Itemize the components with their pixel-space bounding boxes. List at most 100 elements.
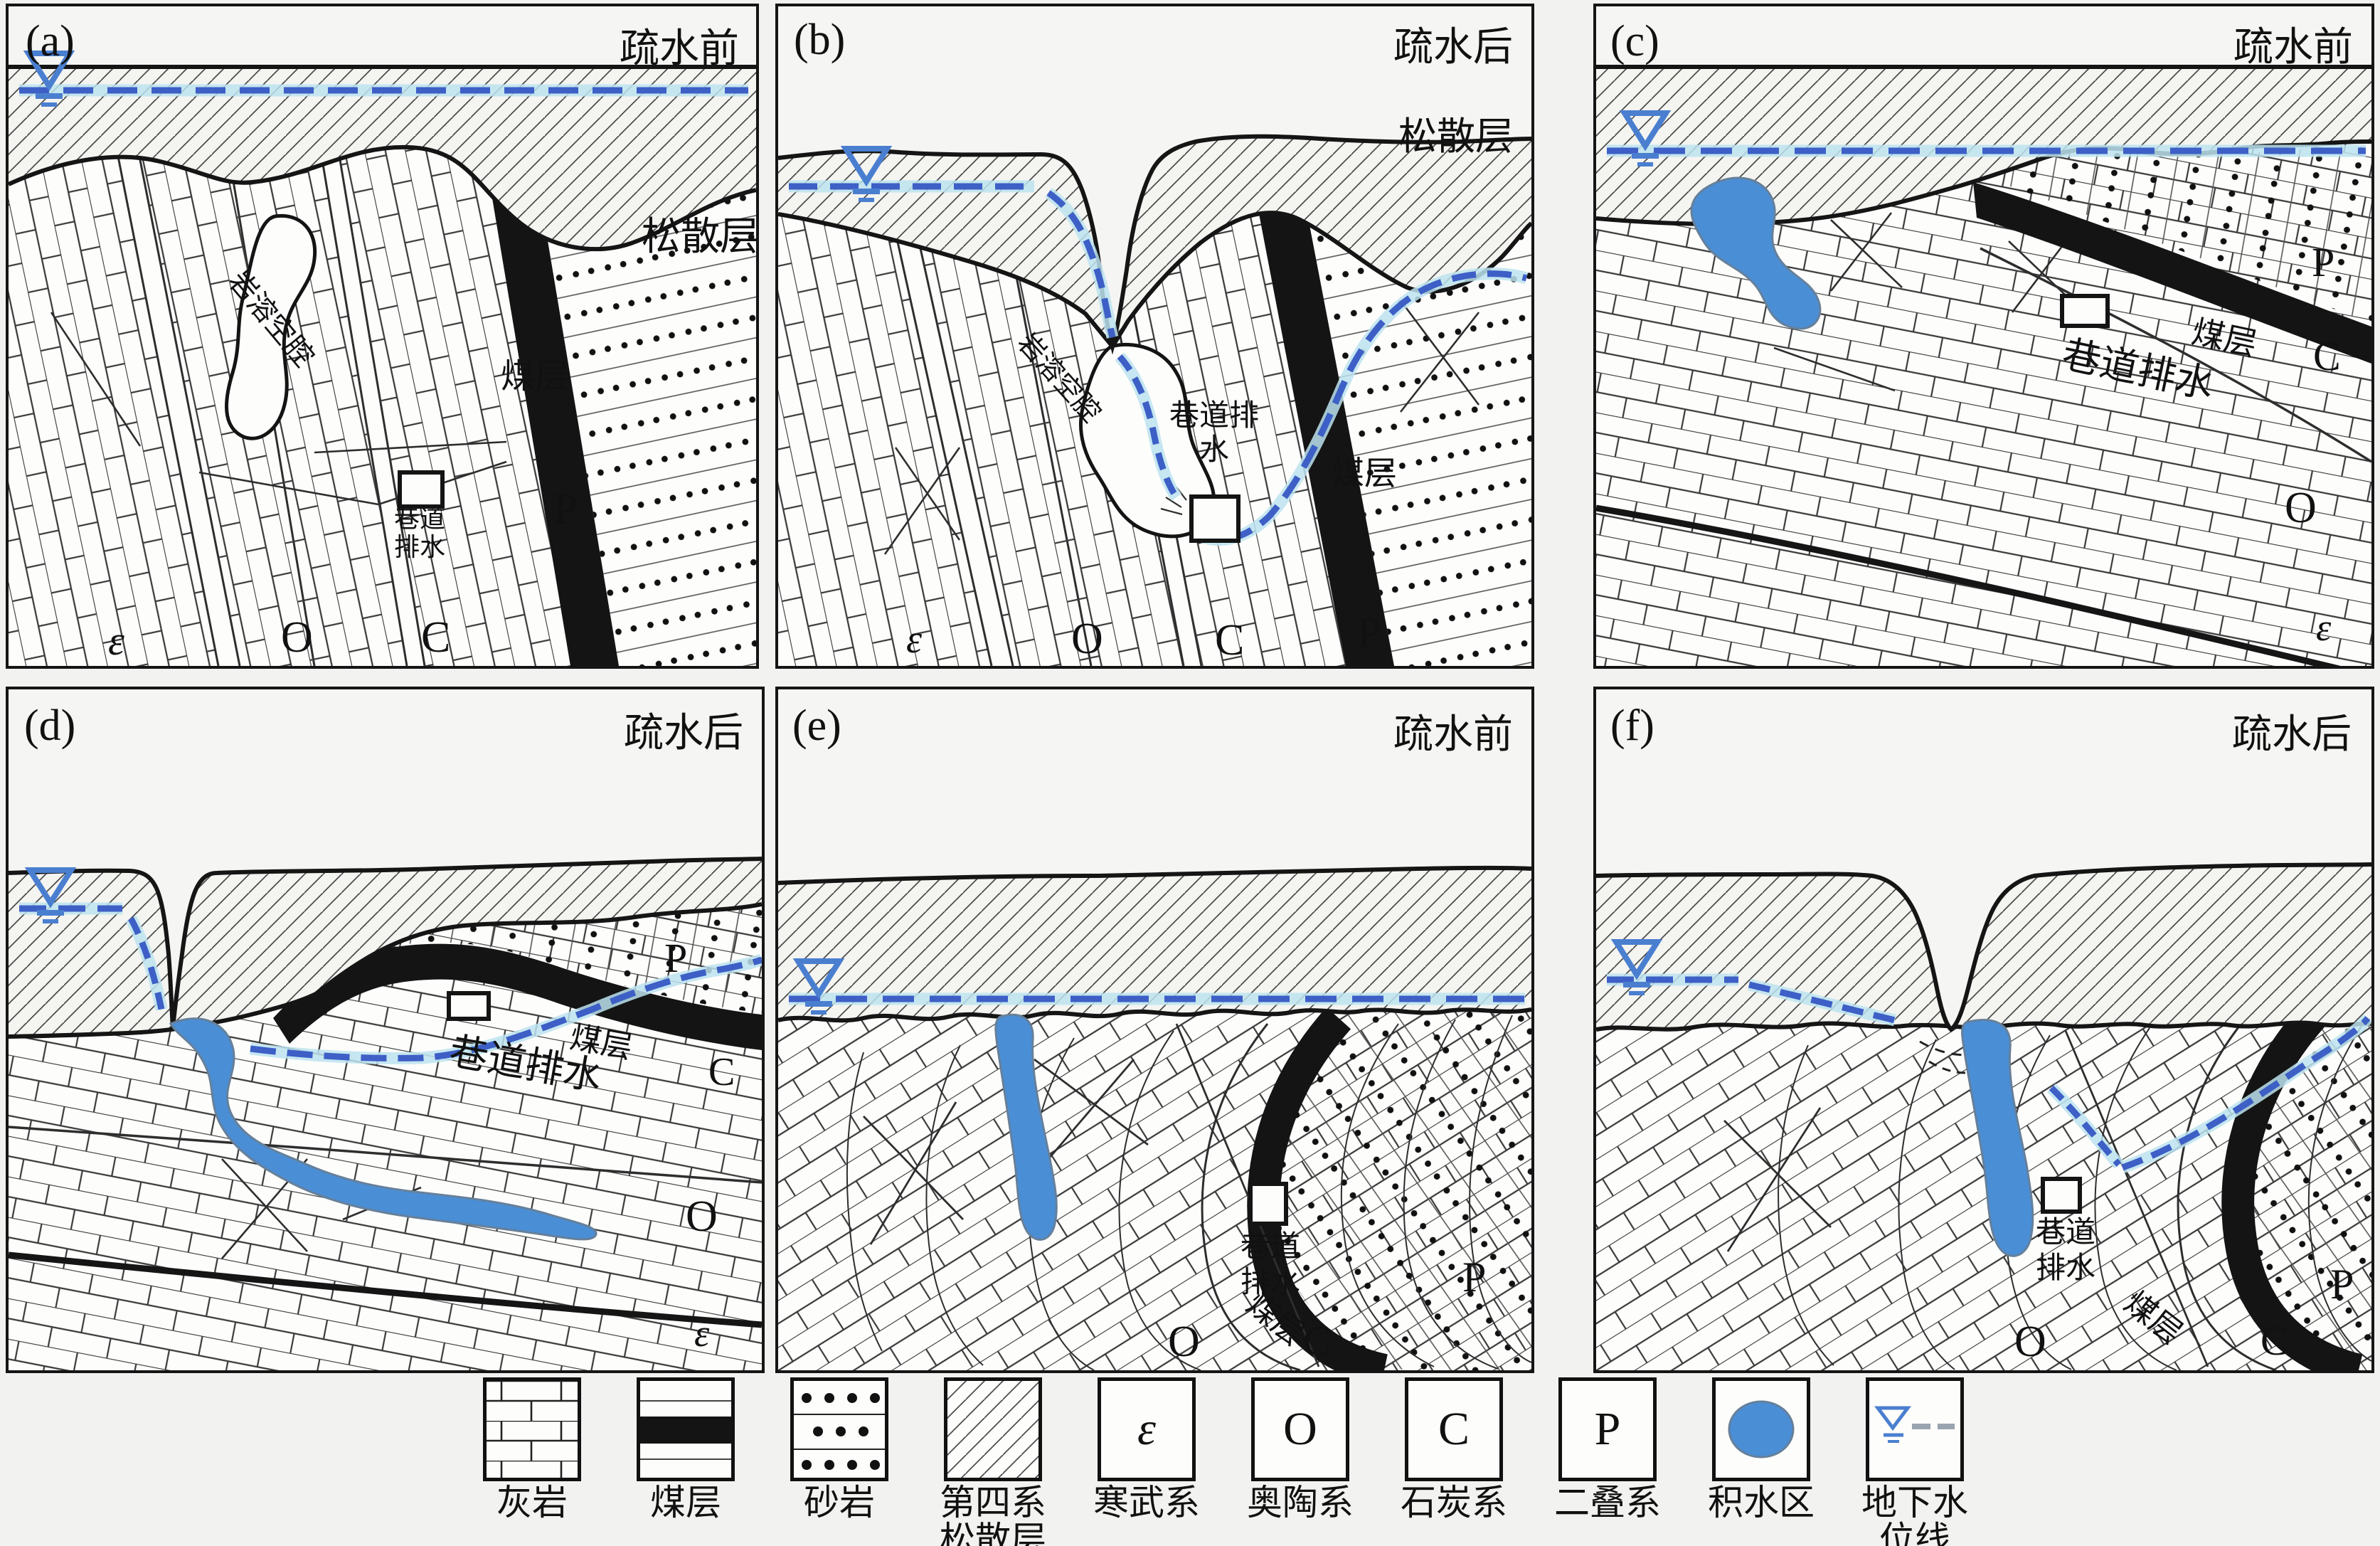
panel-c: (c) 疏水前 巷道排水 煤层 C P O ε [1593, 4, 2374, 669]
stratum-label-carboniferous: C [1215, 616, 1245, 665]
stratum-label-carboniferous: C [2261, 1318, 2288, 1364]
loose-layer-label: 松散层 [1398, 115, 1514, 158]
stage-title: 疏水前 [620, 27, 739, 71]
roadway-drain-label: 巷道排水 [1240, 1231, 1300, 1299]
legend-item-coal: 煤层 [609, 1377, 763, 1546]
karst-cavity [1079, 342, 1216, 539]
coal-seam [478, 113, 619, 666]
legend-item-quaternary: 第四系松散层 [916, 1377, 1070, 1546]
roadway-drain-square [447, 991, 491, 1021]
legend-label: 第四系松散层 [940, 1483, 1046, 1546]
legend-item-sandstone: 砂岩 [763, 1377, 916, 1546]
stratum-label-carboniferous: C [421, 613, 451, 662]
ordovician-symbol: O [1283, 1403, 1317, 1455]
coal-seam-label: 煤层 [1332, 455, 1397, 492]
panel-letter: (a) [26, 17, 75, 65]
coal-swatch-icon [637, 1377, 735, 1481]
panel-e: (e) 疏水前 巷道排水 煤层 O C P [775, 687, 1534, 1373]
legend-label: 灰岩 [496, 1483, 568, 1523]
stratum-label-ordovician: O [281, 613, 313, 662]
panel-b: (b) 疏水后 松散层 岩溶空腔 煤层 巷道排水 ε O C P [775, 4, 1534, 669]
coal-seam [2221, 1004, 2363, 1370]
cross-section-d [9, 689, 762, 1370]
legend-item-ordovician: O 奥陶系 [1223, 1377, 1377, 1546]
panel-letter: (c) [1610, 17, 1659, 65]
panel-f: (f) 疏水后 巷道排水 煤层 O C P [1593, 687, 2374, 1373]
cross-section-c [1596, 6, 2371, 666]
water-table-line [1193, 270, 1528, 544]
water-table-line [2121, 1016, 2371, 1171]
stratum-label-ordovician: O [2285, 484, 2317, 532]
quaternary-swatch-icon [944, 1377, 1042, 1481]
water-area [1690, 176, 1822, 330]
roadway-drain-label: 巷道排水 [1169, 400, 1259, 467]
panel-letter: (b) [794, 16, 846, 64]
water-area-swatch-icon [1712, 1377, 1810, 1481]
legend-label: 地下水位线 [1861, 1483, 1968, 1546]
stratum-label-permian: P [2330, 1261, 2354, 1308]
panel-a: (a) 疏水前 松散层 岩溶空腔 煤层 巷道排水 ε O C P [6, 4, 759, 669]
legend-label: 积水区 [1708, 1483, 1815, 1523]
stratum-label-permian: P [1357, 609, 1382, 657]
water-table-line [250, 956, 762, 1061]
legend-label: 煤层 [650, 1483, 721, 1523]
roadway-drain-square [398, 470, 445, 509]
coal-seam [1247, 1007, 1388, 1370]
legend-item-water-area: 积水区 [1684, 1377, 1838, 1546]
stratum-label-permian: P [553, 485, 578, 534]
water-table-swatch-icon [1866, 1377, 1964, 1481]
water-area [169, 1017, 597, 1241]
stratum-label-ordovician: O [1168, 1318, 1200, 1366]
legend-label: 砂岩 [804, 1483, 875, 1523]
legend-item-cambrian: ε 寒武系 [1070, 1377, 1223, 1546]
carboniferous-symbol: C [1438, 1403, 1470, 1455]
legend-label: 石炭系 [1401, 1483, 1507, 1523]
roadway-drain-square [2060, 294, 2110, 328]
coal-seam [1973, 182, 2371, 364]
stage-title: 疏水前 [2233, 26, 2353, 70]
limestone-swatch-icon [483, 1377, 581, 1481]
cross-section-a [9, 6, 756, 666]
cross-section-b [778, 6, 1531, 666]
legend-item-water-table: 地下水位线 [1838, 1377, 1992, 1546]
legend-item-permian: P 二叠系 [1531, 1377, 1684, 1546]
stage-title: 疏水后 [1393, 26, 1513, 70]
roadway-drain-label: 巷道排水 [2035, 1217, 2095, 1285]
cross-section-f [1596, 689, 2371, 1370]
stratum-label-permian: P [1462, 1254, 1487, 1301]
roadway-drain-square [1189, 494, 1241, 543]
cambrian-symbol: ε [1137, 1403, 1156, 1455]
legend-label: 奥陶系 [1247, 1483, 1354, 1523]
panel-d: (d) 疏水后 巷道排水 煤层 C P O ε [6, 687, 765, 1373]
roadway-drain-label: 巷道排水 [393, 504, 445, 562]
stratum-label-carboniferous: C [1303, 1318, 1331, 1364]
legend-label: 二叠系 [1554, 1483, 1661, 1523]
coal-seam [273, 943, 762, 1050]
panel-letter: (d) [24, 701, 76, 750]
loose-layer-label: 松散层 [642, 215, 760, 258]
stratum-label-carboniferous: C [2313, 333, 2341, 379]
water-area [994, 1013, 1058, 1241]
sandstone-swatch-icon [790, 1377, 888, 1481]
roadway-drain-square [2041, 1177, 2082, 1214]
water-area [1961, 1019, 2034, 1257]
stratum-label-ordovician: O [2014, 1318, 2046, 1366]
stratum-label-carboniferous: C [708, 1050, 735, 1094]
legend-item-carboniferous: C 石炭系 [1377, 1377, 1531, 1546]
panel-letter: (f) [1610, 701, 1654, 750]
legend: 灰岩 煤层 砂岩 [455, 1377, 1992, 1546]
stratum-label-cambrian: ε [694, 1312, 710, 1355]
panel-letter: (e) [792, 701, 841, 750]
stratum-label-permian: P [2312, 239, 2335, 285]
stage-title: 疏水后 [624, 711, 743, 756]
legend-label: 寒武系 [1093, 1483, 1200, 1523]
stratum-label-cambrian: ε [108, 618, 124, 664]
roadway-drain-square [1248, 1182, 1288, 1226]
stratum-label-ordovician: O [1071, 615, 1103, 663]
karst-cavity [225, 213, 317, 440]
stage-title: 疏水后 [2232, 713, 2352, 757]
stratum-label-cambrian: ε [906, 618, 923, 662]
coal-seam-label: 煤层 [501, 358, 570, 396]
legend-item-limestone: 灰岩 [455, 1377, 609, 1546]
